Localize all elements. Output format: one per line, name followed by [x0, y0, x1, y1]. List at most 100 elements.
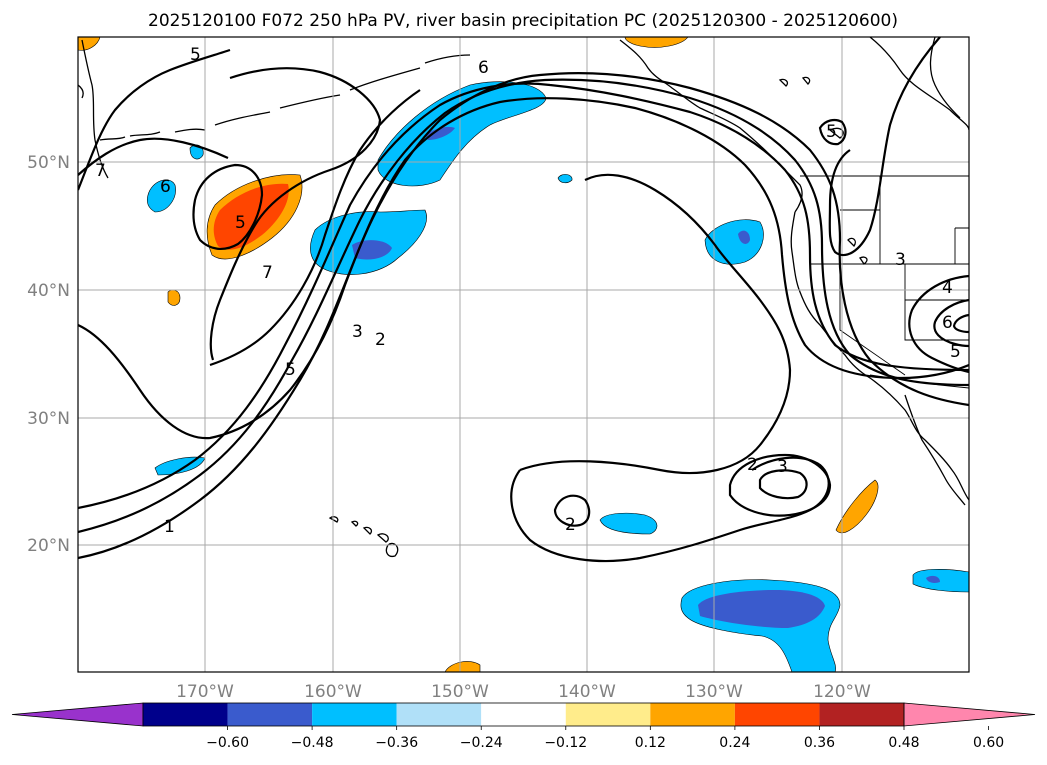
- latitude-labels: 50°N 40°N 30°N 20°N: [27, 153, 70, 556]
- contour-label: 5: [950, 342, 961, 362]
- negative-anomaly-mexico: [912, 569, 969, 593]
- colorbar-tick-label: 0.12: [635, 735, 666, 751]
- map-area: 5 6 7 6 5 7 5 3 2 1 2 2 3 3 4 6 5 5: [78, 37, 969, 672]
- map-frame: [77, 36, 970, 673]
- north-american-west-coast: [790, 211, 969, 501]
- colorbar-tick-label: 0.48: [888, 735, 919, 751]
- east-coast-inset: [929, 37, 961, 119]
- colorbar-tick-label: −0.24: [460, 735, 503, 751]
- contour-label: 3: [352, 322, 363, 342]
- strong-negative-anomaly-south-east: [698, 590, 825, 628]
- colorbar-segment: [312, 703, 397, 726]
- pv-contour-south-loop-outer: [519, 173, 792, 475]
- gridlines: [78, 37, 969, 672]
- colorbar-segment: [396, 703, 482, 726]
- contour-label: 1: [164, 517, 175, 537]
- hawaiian-islands: [328, 516, 399, 558]
- colorbar-segment: [734, 703, 820, 726]
- pv-contour-east-coast-core: [952, 313, 969, 334]
- colorbar-tick-label: −0.60: [206, 735, 249, 751]
- colorbar-segment: [481, 703, 566, 726]
- alaska-panhandle-coast: [619, 39, 803, 213]
- pv-contour-5-north: [78, 48, 231, 191]
- colorbar-frame: [142, 702, 905, 727]
- alaska-asia-coast-nw: [78, 39, 109, 179]
- pv-contour-south-loop-inner: [510, 456, 830, 563]
- pv-contour-east-coast-outer: [908, 274, 969, 374]
- strong-negative-anomaly-mid: [352, 240, 392, 260]
- contour-labels: 5 6 7 6 5 7 5 3 2 1 2 2 3 3 4 6 5 5: [95, 45, 961, 537]
- pv-contour-7-west: [78, 137, 229, 176]
- contour-label: 5: [285, 360, 296, 380]
- lat-label: 40°N: [27, 281, 70, 301]
- negative-anomaly-south-central: [599, 512, 658, 535]
- pv-contour-2-ring-east: [728, 453, 832, 517]
- pv-contour-east-coast-inner: [933, 298, 969, 348]
- pv-contour-3: [78, 97, 969, 440]
- lon-label: 170°W: [176, 682, 234, 702]
- contour-label: 4: [942, 278, 953, 298]
- contour-label: 7: [262, 263, 273, 283]
- pv-contour-2-ring-west: [553, 494, 591, 527]
- contour-label: 5: [235, 213, 246, 233]
- negative-anomaly-west-small: [146, 179, 176, 213]
- lon-label: 130°W: [685, 682, 743, 702]
- lon-label: 120°W: [813, 682, 871, 702]
- colorbar-segment: [143, 703, 228, 726]
- aleutian-coast: [99, 54, 471, 141]
- map-title: 2025120100 F072 250 hPa PV, river basin …: [148, 11, 898, 31]
- colorbar-segment: [819, 703, 904, 726]
- contour-label: 7: [95, 161, 106, 181]
- pv-contour-3-ring-east: [758, 469, 808, 500]
- colorbar-extend-high: [903, 702, 1036, 727]
- colorbar-tick-label: 0.24: [719, 735, 750, 751]
- lat-label: 20°N: [27, 536, 70, 556]
- colorbar-tick-label: −0.48: [291, 735, 334, 751]
- contour-label: 6: [160, 177, 171, 197]
- contour-label: 2: [375, 330, 386, 350]
- state-lines: [810, 176, 969, 376]
- pv-contours: [78, 37, 969, 563]
- positive-anomaly-baja: [835, 479, 879, 534]
- positive-anomaly-south: [444, 661, 481, 672]
- strong-negative-anomaly-east-pacific: [738, 230, 750, 244]
- colorbar-extend-low: [11, 702, 144, 727]
- contour-label: 6: [942, 313, 953, 333]
- positive-anomaly-north: [624, 37, 689, 48]
- contour-label: 3: [777, 457, 788, 477]
- alaska-coast-north: [869, 37, 969, 131]
- strong-negative-anomaly-mexico: [926, 575, 940, 583]
- contour-label: 2: [565, 515, 576, 535]
- colorbar-tick-label: −0.12: [544, 735, 587, 751]
- pv-contour-7-loop: [209, 67, 382, 361]
- contour-label: 5: [826, 122, 837, 142]
- pv-contour-5-ring: [192, 163, 264, 250]
- colorbar-tick-label: 0.36: [804, 735, 835, 751]
- colorbar-tick-label: −0.36: [375, 735, 418, 751]
- negative-anomaly-north-jet: [377, 81, 547, 187]
- contour-label: 2: [747, 455, 758, 475]
- pv-contour-1: [78, 72, 969, 560]
- pv-contour-2a: [78, 78, 969, 534]
- pv-contour-2b: [78, 82, 969, 510]
- colorbar-tick-label: 0.60: [973, 735, 1004, 751]
- lat-label: 30°N: [27, 409, 70, 429]
- lon-label: 150°W: [431, 682, 489, 702]
- colorbar-segment: [650, 703, 735, 726]
- colorbar-segment: [565, 703, 651, 726]
- pv-contour-north-small: [818, 118, 847, 146]
- longitude-labels: 170°W 160°W 150°W 140°W 130°W 120°W: [176, 682, 871, 702]
- contour-label: 6: [478, 58, 489, 78]
- lat-label: 50°N: [27, 153, 70, 173]
- contour-label: 3: [895, 250, 906, 270]
- contour-label: 5: [190, 45, 201, 65]
- lon-label: 140°W: [558, 682, 616, 702]
- strong-positive-anomaly-west: [213, 183, 289, 250]
- lon-label: 160°W: [304, 682, 362, 702]
- strong-negative-anomaly-north-jet: [425, 126, 455, 140]
- pv-contour-east-ridge: [828, 37, 941, 257]
- colorbar-segment: [227, 703, 313, 726]
- positive-anomaly-small-a: [167, 289, 181, 306]
- colorbar: −0.60 −0.48 −0.36 −0.24 −0.12 0.12 0.24 0.36 0.4…: [11, 702, 1036, 751]
